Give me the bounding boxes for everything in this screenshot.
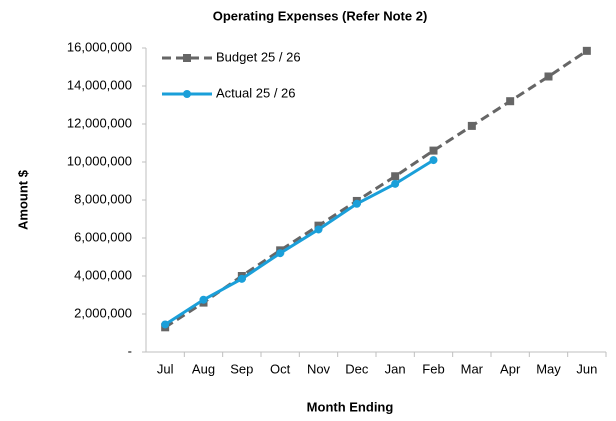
- data-point: [276, 249, 285, 258]
- y-axis-title: Amount $: [15, 169, 30, 230]
- x-tick-label: Jun: [576, 361, 597, 376]
- y-tick-label: 6,000,000: [74, 229, 132, 244]
- x-tick-label: Feb: [422, 361, 444, 376]
- x-tick-label: Nov: [307, 361, 331, 376]
- data-point: [582, 46, 591, 55]
- y-tick-label: -: [128, 343, 132, 358]
- x-tick-label: Dec: [345, 361, 369, 376]
- x-tick-label: Jul: [157, 361, 174, 376]
- y-tick-label: 16,000,000: [67, 39, 132, 54]
- chart-title: Operating Expenses (Refer Note 2): [213, 8, 428, 23]
- data-point: [391, 179, 400, 188]
- data-point: [467, 121, 476, 130]
- data-point: [544, 72, 553, 81]
- data-point: [352, 199, 361, 208]
- x-tick-label: Oct: [270, 361, 291, 376]
- data-point: [429, 146, 438, 155]
- x-tick-label: May: [536, 361, 561, 376]
- x-tick-label: Sep: [230, 361, 253, 376]
- legend-label: Actual 25 / 26: [216, 85, 296, 100]
- y-tick-label: 2,000,000: [74, 305, 132, 320]
- x-tick-label: Apr: [500, 361, 521, 376]
- data-point: [391, 172, 400, 181]
- x-axis-title: Month Ending: [307, 399, 394, 414]
- data-point: [429, 156, 438, 165]
- series-line: [164, 158, 435, 326]
- data-point: [314, 225, 323, 234]
- x-tick-label: Aug: [192, 361, 215, 376]
- y-tick-label: 4,000,000: [74, 267, 132, 282]
- series-line: [164, 49, 588, 329]
- x-tick-label: Jan: [385, 361, 406, 376]
- data-point: [237, 274, 246, 283]
- y-tick-label: 8,000,000: [74, 191, 132, 206]
- data-point: [506, 97, 515, 106]
- legend-marker: [183, 90, 191, 98]
- legend-marker: [183, 54, 191, 62]
- y-tick-label: 14,000,000: [67, 77, 132, 92]
- data-point: [199, 295, 208, 304]
- legend-label: Budget 25 / 26: [216, 49, 301, 64]
- x-tick-label: Mar: [461, 361, 484, 376]
- y-tick-label: 12,000,000: [67, 115, 132, 130]
- y-tick-label: 10,000,000: [67, 153, 132, 168]
- data-point: [161, 320, 170, 329]
